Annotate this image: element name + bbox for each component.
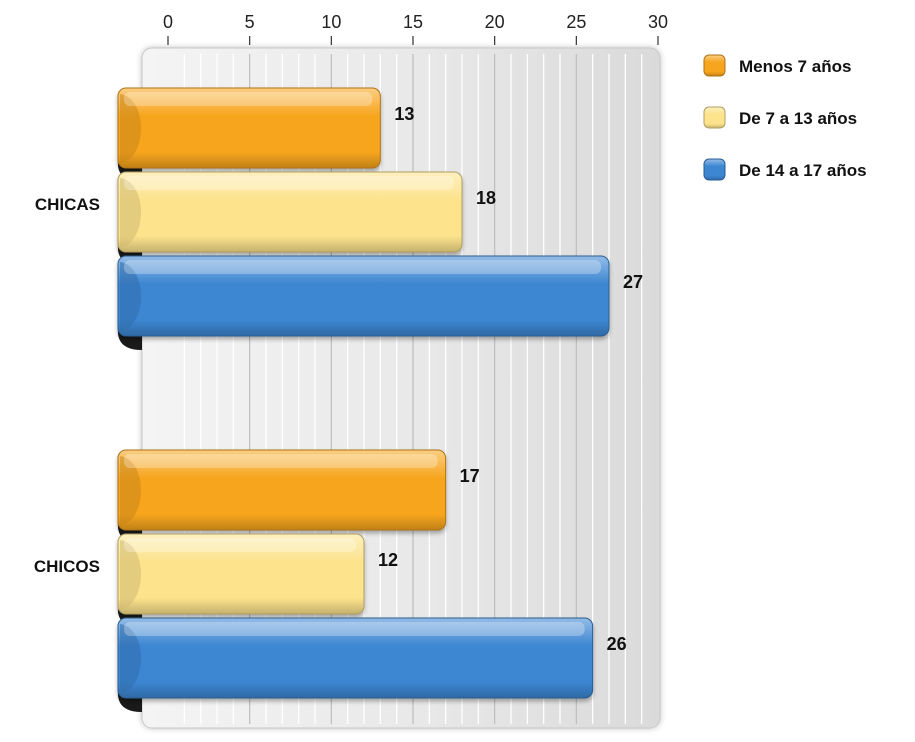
bar-body bbox=[117, 171, 463, 253]
legend-label: Menos 7 años bbox=[739, 57, 851, 76]
x-tick-label: 15 bbox=[403, 12, 423, 32]
x-tick-label: 10 bbox=[321, 12, 341, 32]
bar-curl bbox=[120, 94, 141, 164]
bar-curl bbox=[120, 178, 141, 248]
legend-item-menos-7-anos: Menos 7 años bbox=[703, 54, 851, 77]
bar-chicas-menos-7-anos bbox=[117, 87, 381, 182]
bar-curl bbox=[120, 456, 141, 526]
x-tick-label: 25 bbox=[566, 12, 586, 32]
value-label: 26 bbox=[607, 634, 627, 654]
bar-gloss bbox=[124, 92, 373, 106]
value-label: 27 bbox=[623, 272, 643, 292]
bar-body bbox=[117, 449, 447, 531]
bar-chicas-de-14-a-17-anos bbox=[117, 255, 610, 350]
value-label: 17 bbox=[460, 466, 480, 486]
value-label: 18 bbox=[476, 188, 496, 208]
value-label: 13 bbox=[394, 104, 414, 124]
category-label-chicas: CHICAS bbox=[35, 195, 100, 214]
legend-item-de-14-a-17-anos: De 14 a 17 años bbox=[703, 158, 867, 181]
bar-gloss bbox=[124, 538, 356, 552]
bar-gloss bbox=[124, 622, 585, 636]
legend-item-de-7-a-13-anos: De 7 a 13 años bbox=[703, 106, 857, 129]
x-tick-label: 30 bbox=[648, 12, 668, 32]
x-tick-label: 20 bbox=[485, 12, 505, 32]
bar-body bbox=[117, 533, 365, 615]
legend-swatch bbox=[703, 54, 726, 77]
bar-body bbox=[117, 255, 610, 337]
x-tick-label: 0 bbox=[163, 12, 173, 32]
legend-swatch bbox=[703, 106, 726, 129]
bar-chicas-de-7-a-13-anos bbox=[117, 171, 463, 266]
x-tick-label: 5 bbox=[245, 12, 255, 32]
bar-gloss bbox=[124, 176, 454, 190]
bar-body bbox=[117, 617, 594, 699]
bar-gloss bbox=[124, 260, 601, 274]
bar-curl bbox=[120, 624, 141, 694]
bar-chicos-de-7-a-13-anos bbox=[117, 533, 365, 628]
bar-curl bbox=[120, 540, 141, 610]
bar-chicos-de-14-a-17-anos bbox=[117, 617, 594, 712]
bar-body bbox=[117, 87, 381, 169]
bar-gloss bbox=[124, 454, 438, 468]
bar-curl bbox=[120, 262, 141, 332]
value-label: 12 bbox=[378, 550, 398, 570]
bar-chicos-menos-7-anos bbox=[117, 449, 447, 544]
category-label-chicos: CHICOS bbox=[34, 557, 100, 576]
legend-swatch bbox=[703, 158, 726, 181]
legend-label: De 14 a 17 años bbox=[739, 161, 867, 180]
legend-label: De 7 a 13 años bbox=[739, 109, 857, 128]
